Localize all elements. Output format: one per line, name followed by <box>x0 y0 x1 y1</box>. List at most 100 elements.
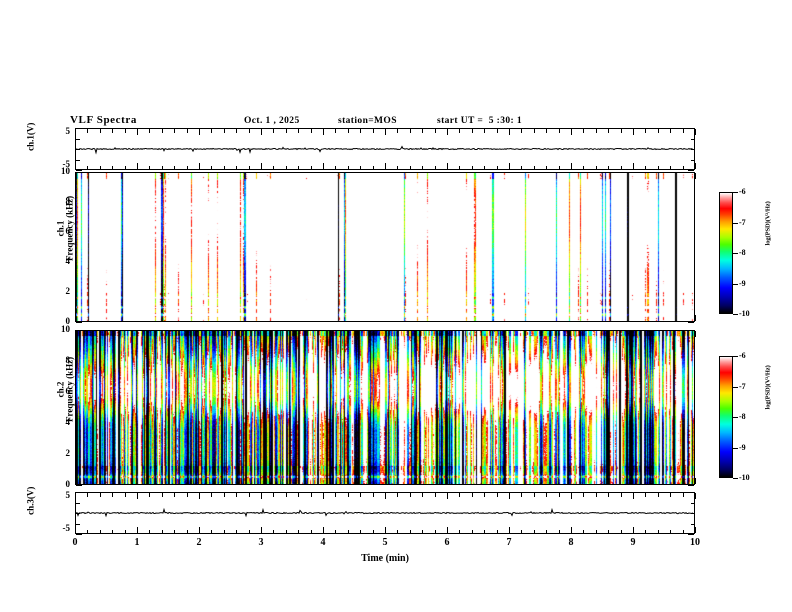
ch1-voltage-xtick <box>75 129 76 135</box>
ch3-voltage-xtick <box>124 529 126 533</box>
ch3-voltage-xtick <box>533 529 535 533</box>
ch1-voltage-xtick <box>633 129 634 135</box>
ch1-voltage-ytick <box>76 138 80 140</box>
ch2-spectrogram-ytick-label-4: 4 <box>65 417 71 427</box>
ch3-voltage-xtick <box>571 527 572 533</box>
xaxis-tick-3: 3 <box>258 537 264 548</box>
colorbar-ch1-tick <box>733 283 738 285</box>
ch3-voltage-xtick <box>261 493 262 499</box>
ch1-voltage-xtick <box>409 129 411 133</box>
ch1-spectrogram-ytick-label-10: 10 <box>61 166 70 176</box>
ch1-voltage-xtick <box>310 129 312 133</box>
ch1-voltage-xtick <box>223 129 225 133</box>
ch3-voltage-ytick <box>76 523 80 525</box>
ch1-voltage-xtick <box>335 129 337 133</box>
ch3-voltage-xtick <box>434 529 436 533</box>
ch1-voltage-xtick <box>323 163 324 169</box>
ch3-voltage-xtick <box>87 529 89 533</box>
ch2-spectrogram-xtick <box>695 478 696 484</box>
ch1-voltage-xtick <box>471 129 473 133</box>
ch1-voltage-xtick <box>112 129 114 133</box>
ch2-spectrogram-image <box>76 331 694 484</box>
colorbar-ch2-tick <box>733 386 738 388</box>
ch3-voltage-xtick <box>496 529 498 533</box>
ch3-voltage-xtick <box>385 493 386 499</box>
ch1-spectrogram-ytick-label-6: 6 <box>65 226 71 236</box>
ch1-voltage-xtick <box>422 129 424 133</box>
colorbar-ch2-tick <box>733 478 738 479</box>
ch3-voltage-xtick <box>335 493 337 497</box>
ch1-voltage-xtick <box>360 129 362 133</box>
colorbar-ch2-tick-label: -8 <box>739 412 746 421</box>
ch1-voltage-xtick <box>99 129 101 133</box>
ch3-voltage-xtick <box>211 493 213 497</box>
ch3-voltage-xtick <box>261 527 262 533</box>
ch3-voltage-xtick <box>397 493 399 497</box>
ch1-voltage-xtick <box>484 165 486 169</box>
ch3-voltage-xtick <box>248 529 250 533</box>
ch3-voltage-xtick <box>323 527 324 533</box>
ch3-voltage-xtick <box>236 493 238 497</box>
ch1-voltage-xtick <box>323 129 324 135</box>
ch1-voltage-ytick <box>690 159 694 161</box>
ch1-voltage-xtick <box>459 165 461 169</box>
ch1-voltage-xtick <box>657 165 659 169</box>
ch1-voltage-xtick <box>670 129 672 133</box>
ch3-voltage-xtick <box>161 529 163 533</box>
ch3-voltage-ytick <box>690 523 694 525</box>
xaxis-tick-0: 0 <box>72 537 78 548</box>
ch1-voltage-xtick <box>645 165 647 169</box>
ch1-spectrogram-ytick <box>688 322 694 323</box>
ch1-voltage-xtick <box>137 163 138 169</box>
ch1-voltage-xtick <box>285 129 287 133</box>
header-date: Oct. 1 , 2025 <box>244 116 300 126</box>
ch3-voltage-xtick <box>273 493 275 497</box>
ch3-voltage-xtick <box>223 493 225 497</box>
ch3-voltage-xtick <box>509 493 510 499</box>
ch1-voltage-xtick <box>496 165 498 169</box>
ch3-voltage-xtick <box>360 529 362 533</box>
ch1-voltage-xtick <box>161 129 163 133</box>
ch3-voltage-xtick <box>75 527 76 533</box>
ch1-voltage-xtick <box>682 129 684 133</box>
ch1-voltage-xtick <box>372 129 374 133</box>
ch3-voltage-xtick <box>248 493 250 497</box>
ch3-voltage-xtick <box>695 493 696 499</box>
ch1-voltage-xtick <box>558 165 560 169</box>
ch1-voltage-xtick <box>521 165 523 169</box>
ch3-voltage-ytick <box>76 534 82 535</box>
ch1-voltage-xtick <box>87 165 89 169</box>
ch1-voltage-xtick <box>372 165 374 169</box>
ch3-voltage-ytick <box>690 502 694 504</box>
colorbar-ch2-tick-label: -9 <box>739 442 746 452</box>
colorbar-ch1-tick-label: -7 <box>739 217 746 227</box>
ch3-voltage-xtick <box>533 493 535 497</box>
ch1-voltage-xtick <box>620 129 622 133</box>
ch1-voltage-xtick <box>273 129 275 133</box>
ch1-voltage-xtick <box>75 163 76 169</box>
xaxis-tick-10: 10 <box>690 537 700 548</box>
colorbar-ch1-tick-label: -10 <box>739 309 750 318</box>
ch3-voltage-xtick <box>484 529 486 533</box>
ch3-voltage-xtick <box>385 527 386 533</box>
ch3-voltage-xtick <box>471 493 473 497</box>
ch3-voltage-xtick <box>484 493 486 497</box>
ch1-voltage-xtick <box>261 163 262 169</box>
ch3-voltage-xtick <box>682 529 684 533</box>
xaxis-tick-2: 2 <box>196 537 202 548</box>
header-station: station=MOS <box>338 116 397 126</box>
ch1-voltage-xtick <box>533 129 535 133</box>
ch1-spectrogram-xtick <box>695 315 696 321</box>
ch1-voltage-xtick <box>397 129 399 133</box>
ch2-spectrogram-ytick-label-0: 0 <box>65 479 71 489</box>
ch3-voltage-xtick <box>360 493 362 497</box>
ch1-voltage-xtick <box>521 129 523 133</box>
ch1-spectrogram-ytick-label-4: 4 <box>65 256 71 266</box>
ch1-spectrogram-ytick <box>688 172 694 173</box>
colorbar-ch1-tick-label: -9 <box>739 278 746 288</box>
ch1-voltage-xtick <box>248 165 250 169</box>
ch2-spectrogram-ytick <box>76 330 82 331</box>
ch2-spectrogram-ytick <box>688 330 694 331</box>
ch1-spectrogram-xtick <box>75 315 76 321</box>
